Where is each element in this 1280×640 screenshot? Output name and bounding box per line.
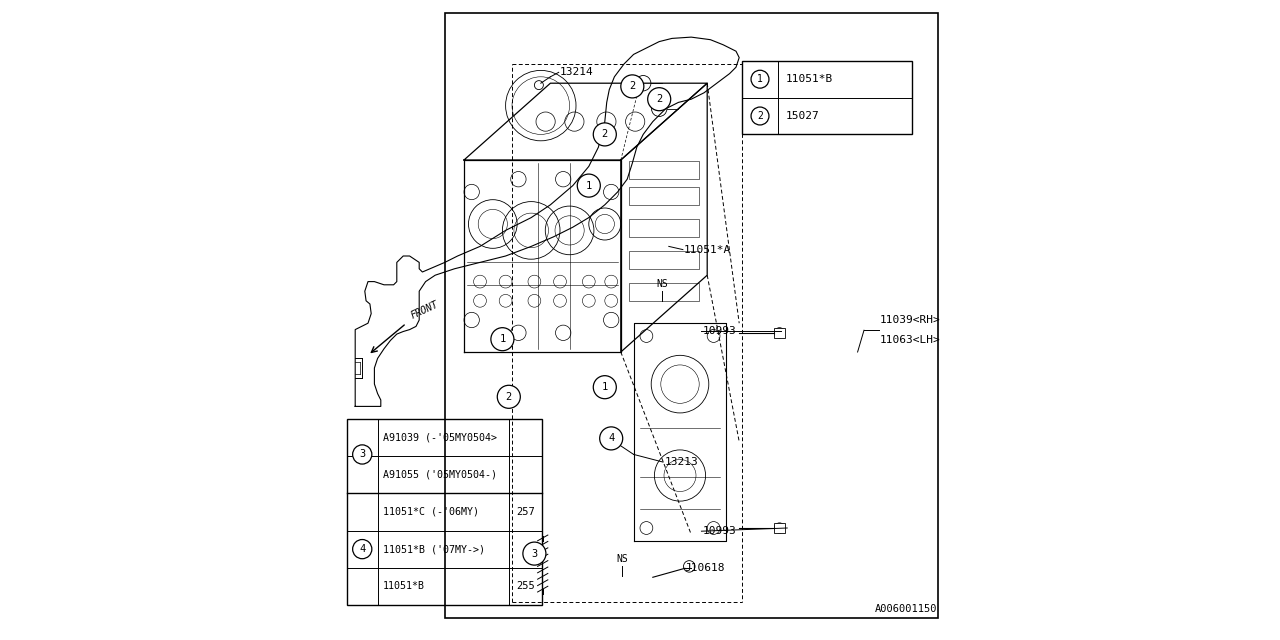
Circle shape	[524, 542, 545, 565]
Text: FRONT: FRONT	[410, 300, 440, 321]
Circle shape	[594, 376, 617, 399]
Circle shape	[353, 540, 372, 559]
Text: 2: 2	[657, 94, 662, 104]
Text: 11063<LH>: 11063<LH>	[881, 335, 941, 346]
Text: 2: 2	[506, 392, 512, 402]
Text: 1: 1	[586, 180, 591, 191]
Circle shape	[600, 427, 623, 450]
Text: 257: 257	[516, 507, 535, 517]
Text: A91039 (-'05MY0504>: A91039 (-'05MY0504>	[383, 433, 497, 443]
Bar	[630, 251, 699, 269]
Text: 1: 1	[756, 74, 763, 84]
Bar	[347, 419, 543, 605]
Text: 10993: 10993	[703, 326, 736, 336]
Text: A91055 ('05MY0504-): A91055 ('05MY0504-)	[383, 470, 497, 480]
Text: NS: NS	[657, 279, 668, 289]
Circle shape	[492, 328, 513, 351]
Text: 3: 3	[360, 449, 365, 460]
Circle shape	[621, 75, 644, 98]
Text: 3: 3	[531, 548, 538, 559]
Bar	[630, 161, 699, 179]
Text: 2: 2	[756, 111, 763, 121]
Circle shape	[594, 123, 617, 146]
Bar	[445, 13, 937, 618]
Text: 2: 2	[630, 81, 635, 92]
Text: 11051*B: 11051*B	[383, 581, 425, 591]
Text: 255: 255	[516, 581, 535, 591]
Text: 2: 2	[602, 129, 608, 140]
Text: 1: 1	[499, 334, 506, 344]
Text: 10993: 10993	[703, 526, 736, 536]
Bar	[742, 61, 913, 134]
Text: J10618: J10618	[685, 563, 726, 573]
Text: 11039<RH>: 11039<RH>	[881, 315, 941, 325]
Circle shape	[353, 445, 372, 464]
Text: 11051*C (-'06MY): 11051*C (-'06MY)	[383, 507, 479, 517]
Bar	[774, 523, 785, 533]
Circle shape	[497, 385, 520, 408]
Bar	[630, 187, 699, 205]
Circle shape	[751, 70, 769, 88]
Text: 1: 1	[602, 382, 608, 392]
Text: 11051*B: 11051*B	[786, 74, 832, 84]
Text: A006001150: A006001150	[876, 604, 937, 614]
Text: 11051*A: 11051*A	[684, 244, 731, 255]
Circle shape	[751, 107, 769, 125]
Circle shape	[648, 88, 671, 111]
Text: NS: NS	[616, 554, 628, 564]
Text: 4: 4	[608, 433, 614, 444]
Bar	[630, 283, 699, 301]
Bar	[630, 219, 699, 237]
Text: 4: 4	[360, 544, 365, 554]
Text: 13213: 13213	[664, 457, 698, 467]
Circle shape	[577, 174, 600, 197]
Text: 15027: 15027	[786, 111, 819, 121]
Text: 13214: 13214	[561, 67, 594, 77]
Text: 11051*B ('07MY->): 11051*B ('07MY->)	[383, 544, 485, 554]
Bar	[774, 328, 785, 338]
